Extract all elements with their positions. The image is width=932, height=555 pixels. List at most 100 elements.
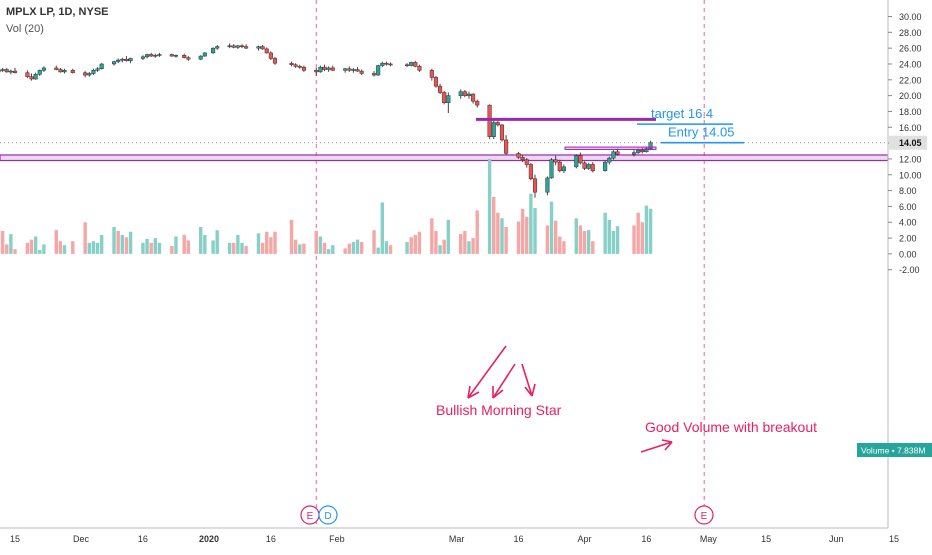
volume-bar xyxy=(533,208,536,254)
volume-bar xyxy=(42,244,45,253)
volume-bar xyxy=(30,240,33,254)
volume-bar xyxy=(1,231,4,254)
candle-body xyxy=(517,153,521,157)
candle-body xyxy=(236,46,240,48)
candle-body xyxy=(83,73,87,75)
volume-bar xyxy=(273,232,276,254)
candle-body xyxy=(42,68,46,70)
volume-bar xyxy=(447,220,450,254)
candle-body xyxy=(323,67,327,69)
candle-body xyxy=(574,156,578,167)
volume-bar xyxy=(5,244,8,253)
candle-body xyxy=(294,65,298,67)
volume-bar xyxy=(376,248,379,254)
volume-bar xyxy=(500,218,503,254)
volume-bar xyxy=(636,213,639,254)
volume-bar xyxy=(467,241,470,254)
volume-bar xyxy=(550,202,553,254)
volume-bar xyxy=(323,243,326,254)
volume-breakout-label: Good Volume with breakout xyxy=(645,419,817,435)
volume-bar xyxy=(608,220,611,254)
volume-bar xyxy=(158,243,161,254)
candle-body xyxy=(170,54,174,56)
volume-bar xyxy=(112,227,115,254)
volume-bar xyxy=(38,250,41,254)
candle-body xyxy=(5,70,9,72)
candle-body xyxy=(405,65,409,66)
annotation-arrow xyxy=(468,346,506,398)
candle-body xyxy=(418,66,422,70)
candle-body xyxy=(129,58,133,60)
volume-bar xyxy=(649,209,652,254)
candle-body xyxy=(63,70,67,72)
candle-body xyxy=(121,59,125,60)
candle-body xyxy=(13,71,17,73)
candle-body xyxy=(240,46,244,47)
candle-body xyxy=(632,153,636,155)
candle-body xyxy=(265,49,269,53)
candle-body xyxy=(488,105,492,137)
candle-body xyxy=(331,68,335,70)
event-marker-label: E xyxy=(701,511,708,522)
volume-bar xyxy=(83,222,86,254)
volume-bar xyxy=(187,240,190,253)
arrow-head xyxy=(493,386,503,398)
volume-bar xyxy=(96,243,99,254)
volume-bar xyxy=(294,240,297,254)
volume-bar xyxy=(71,241,74,254)
volume-bar xyxy=(92,241,95,254)
volume-bar xyxy=(381,202,384,253)
candle-body xyxy=(100,64,104,69)
candle-body xyxy=(232,46,236,48)
volume-bar xyxy=(13,249,16,254)
volume-bar xyxy=(257,233,260,254)
candle-body xyxy=(554,160,558,162)
candle-body xyxy=(347,69,351,71)
volume-bar xyxy=(261,243,264,254)
volume-bar xyxy=(579,225,582,253)
volume-bar xyxy=(315,231,318,254)
candle-body xyxy=(389,64,393,65)
volume-bar xyxy=(183,235,186,254)
volume-bar xyxy=(434,231,437,254)
time-tick-label: Feb xyxy=(329,534,345,544)
candle-body xyxy=(96,69,100,71)
price-tick-label: 24.00 xyxy=(899,59,922,69)
volume-bar xyxy=(612,231,615,254)
volume-bar xyxy=(319,236,322,253)
candle-body xyxy=(187,58,191,60)
volume-bar xyxy=(228,243,231,254)
price-tick-label: 0.00 xyxy=(899,249,917,259)
volume-bar xyxy=(389,245,392,254)
current-price-label: 14.05 xyxy=(899,138,922,148)
candle-body xyxy=(244,47,248,49)
candle-body xyxy=(203,53,207,56)
volume-bar xyxy=(587,230,590,254)
candle-body xyxy=(141,57,145,59)
volume-bar xyxy=(348,244,351,254)
volume-bar xyxy=(459,234,462,254)
volume-bar xyxy=(244,246,247,254)
candle-body xyxy=(409,62,413,65)
candle-body xyxy=(215,47,219,49)
volume-bar xyxy=(170,246,173,254)
entry-box xyxy=(565,147,656,149)
time-tick-label: Jun xyxy=(829,534,844,544)
volume-bar xyxy=(298,244,301,253)
volume-bar xyxy=(240,243,243,254)
candle-body xyxy=(414,62,418,66)
volume-bar xyxy=(603,213,606,254)
volume-bar xyxy=(63,245,66,254)
time-tick-label: 2020 xyxy=(199,534,219,544)
candle-body xyxy=(447,96,451,103)
candle-body xyxy=(641,150,645,152)
volume-bar xyxy=(55,230,58,254)
price-tick-label: 2.00 xyxy=(899,234,917,244)
volume-bar xyxy=(504,227,507,254)
time-tick-label: 15 xyxy=(761,534,771,544)
candle-body xyxy=(182,55,186,57)
volume-bar xyxy=(343,248,346,254)
volume-bar xyxy=(290,220,293,254)
